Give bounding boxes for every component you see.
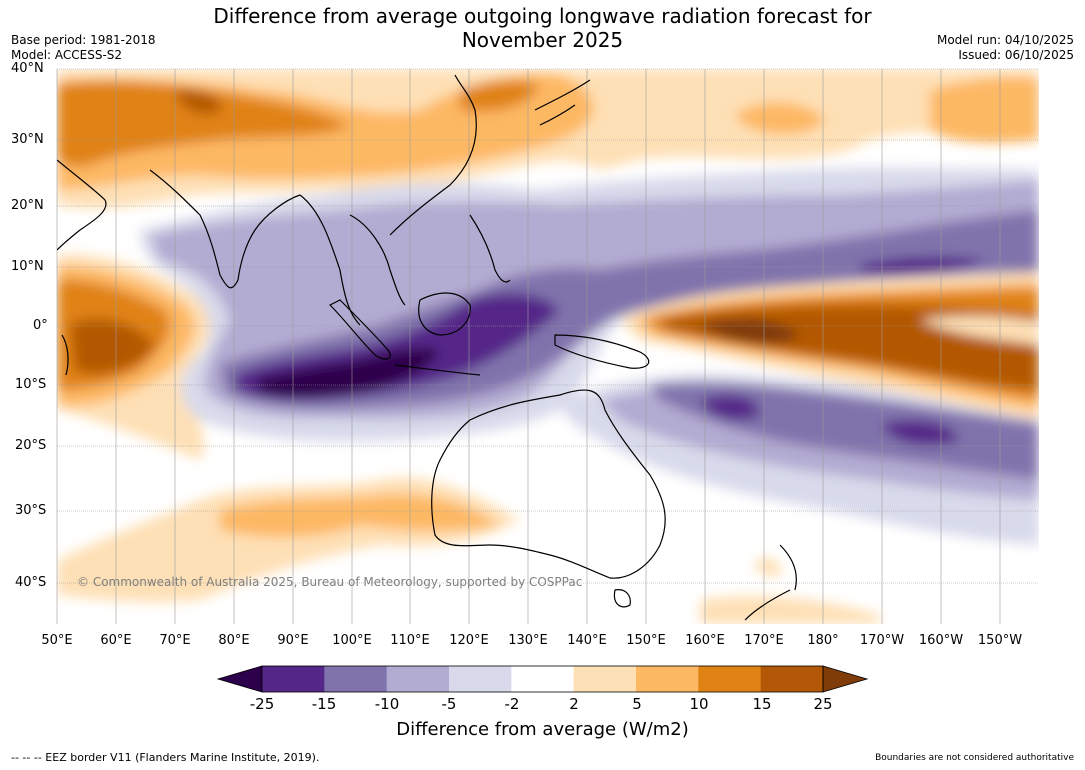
colorbar	[216, 665, 869, 693]
borneo-coast	[418, 292, 471, 336]
lon-label-140e: 140°E	[567, 633, 607, 648]
lon-label-160w: 160°W	[918, 633, 964, 648]
indochina-coast	[299, 194, 406, 326]
lon-label-130e: 130°E	[508, 633, 548, 648]
lon-label-60e: 60°E	[100, 633, 132, 648]
colorbar-extend-high	[822, 665, 869, 693]
lat-label-eq: 0°	[33, 318, 48, 333]
colorbar-label: Difference from average (W/m2)	[396, 719, 689, 740]
new-zealand-coast	[744, 544, 797, 621]
colorbar-bin	[324, 666, 388, 692]
lat-label-30s: 30°S	[15, 503, 47, 518]
lat-label-20n: 20°N	[11, 198, 44, 213]
model-run: Model run: 04/10/2025	[936, 33, 1074, 47]
colorbar-bin	[386, 666, 450, 692]
lat-label-40n: 40°N	[11, 61, 44, 76]
lon-label-160e: 160°E	[685, 633, 725, 648]
colorbar-bin	[511, 666, 575, 692]
madagascar-coast	[61, 334, 69, 376]
colorbar-extend-low	[216, 665, 263, 693]
lon-label-80e: 80°E	[218, 633, 250, 648]
arabia-coast	[57, 159, 107, 251]
issued-date: Issued: 06/10/2025	[958, 48, 1074, 62]
colorbar-tick: 15	[752, 695, 772, 713]
china-coast	[389, 74, 477, 236]
model-name: Model: ACCESS-S2	[11, 48, 123, 62]
coastlines	[57, 74, 797, 621]
colorbar-tick: -5	[441, 695, 457, 713]
colorbar-tick: 5	[632, 695, 642, 713]
colorbar-bin	[262, 666, 325, 692]
colorbar-bin	[760, 666, 824, 692]
colorbar-bin	[573, 666, 637, 692]
java-coast	[394, 364, 481, 376]
lat-label-10n: 10°N	[11, 259, 44, 274]
copyright-notice: © Commonwealth of Australia 2025, Bureau…	[77, 575, 583, 589]
colorbar-tick: 25	[813, 695, 833, 713]
lon-label-150w: 150°W	[977, 633, 1023, 648]
anomaly-field	[57, 69, 1039, 624]
map-title: Difference from average outgoing longwav…	[0, 4, 1085, 52]
lon-label-50e: 50°E	[41, 633, 73, 648]
eez-border-note: -- -- -- EEZ border V11 (Flanders Marine…	[11, 751, 320, 764]
australia-coast	[431, 389, 666, 579]
colorbar-tick: -15	[311, 695, 337, 713]
lat-label-10s: 10°S	[15, 377, 47, 392]
new-guinea-coast	[554, 334, 650, 369]
lat-label-40s: 40°S	[15, 575, 47, 590]
map-gridlines	[56, 68, 1039, 624]
colorbar-tick: -10	[374, 695, 400, 713]
lon-label-90e: 90°E	[277, 633, 309, 648]
colorbar-tick: 10	[689, 695, 709, 713]
lat-label-30n: 30°N	[11, 132, 44, 147]
lon-label-170e: 170°E	[744, 633, 784, 648]
philippines-coast	[469, 214, 511, 283]
lon-label-170w: 170°W	[859, 633, 905, 648]
colorbar-tick: -25	[249, 695, 275, 713]
japan-coast	[534, 79, 591, 126]
title-line-1: Difference from average outgoing longwav…	[213, 4, 872, 28]
base-period: Base period: 1981-2018	[11, 33, 156, 47]
tasmania-coast	[613, 589, 631, 608]
lon-label-110e: 110°E	[390, 633, 430, 648]
lon-label-180: 180°	[807, 633, 839, 648]
lon-label-100e: 100°E	[332, 633, 372, 648]
colorbar-bin	[449, 666, 512, 692]
colorbar-tick: 2	[569, 695, 579, 713]
lon-label-150e: 150°E	[626, 633, 666, 648]
india-coast	[149, 169, 301, 289]
colorbar-tick: -2	[504, 695, 520, 713]
lat-label-20s: 20°S	[15, 438, 47, 453]
colorbar-bin	[636, 666, 699, 692]
lon-label-70e: 70°E	[159, 633, 191, 648]
sumatra-coast	[328, 299, 391, 360]
lon-label-120e: 120°E	[449, 633, 489, 648]
colorbar-bin	[698, 666, 762, 692]
colorbar-frame	[261, 665, 824, 693]
title-line-2: November 2025	[461, 28, 624, 52]
boundaries-note: Boundaries are not considered authoritat…	[875, 753, 1074, 763]
